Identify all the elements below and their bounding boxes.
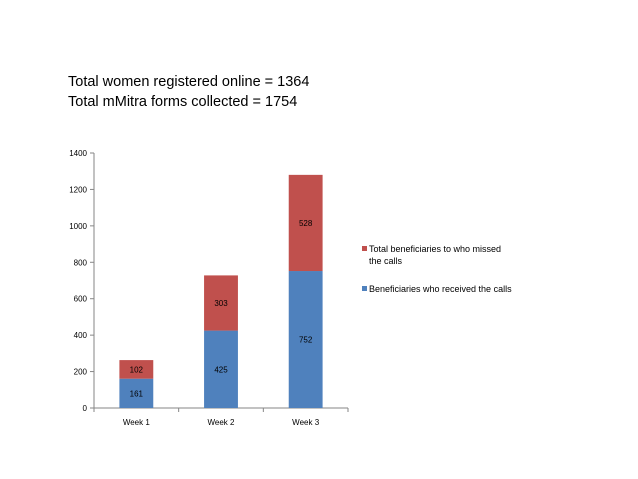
legend-swatch-received: [362, 286, 367, 291]
bar-segment-missed: [288, 174, 323, 272]
x-tick-label: Week 1: [123, 418, 151, 427]
legend-swatch-missed: [362, 246, 367, 251]
legend-label-received: Beneficiaries who received the calls: [369, 284, 512, 294]
bar-segment-received: [119, 378, 154, 408]
y-tick-label: 0: [83, 404, 88, 413]
x-tick-label: Week 2: [208, 418, 236, 427]
bar-segment-received: [288, 271, 323, 408]
y-tick-label: 1000: [69, 222, 87, 231]
bar-segment-missed: [119, 360, 154, 379]
y-tick-label: 200: [74, 368, 88, 377]
x-tick-label: Week 3: [292, 418, 320, 427]
y-tick-label: 600: [74, 295, 88, 304]
legend-label-missed: Total beneficiaries to who missed the ca…: [369, 244, 502, 266]
bar-segment-missed: [204, 275, 238, 331]
data-label: 102: [130, 365, 144, 374]
legend-item-received: Beneficiaries who received the calls: [362, 283, 512, 295]
bars: [119, 174, 323, 408]
data-label: 425: [214, 365, 228, 374]
y-tick-label: 400: [74, 331, 88, 340]
data-label: 752: [299, 336, 313, 345]
y-tick-label: 800: [74, 258, 88, 267]
headline-forms-collected: Total mMitra forms collected = 1754: [68, 94, 298, 110]
data-label: 303: [214, 299, 228, 308]
data-label: 161: [130, 389, 144, 398]
headline-women-registered: Total women registered online = 1364: [68, 74, 310, 90]
data-labels: 161 102 425 303 752 528: [130, 219, 313, 398]
legend-item-missed: Total beneficiaries to who missed the ca…: [362, 243, 512, 267]
bar-segment-received: [204, 330, 238, 408]
y-axis: 0 200 400 600 800 1000 1200 1400: [69, 149, 95, 413]
data-label: 528: [299, 219, 313, 228]
x-axis: Week 1 Week 2 Week 3: [93, 407, 349, 427]
y-tick-label: 1200: [69, 185, 87, 194]
y-tick-label: 1400: [69, 149, 87, 158]
